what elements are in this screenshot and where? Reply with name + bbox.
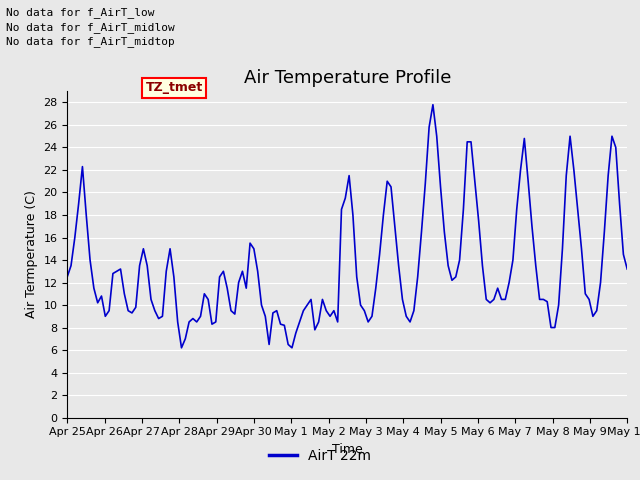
Text: No data for f_AirT_midlow: No data for f_AirT_midlow xyxy=(6,22,175,33)
Text: No data for f_AirT_midtop: No data for f_AirT_midtop xyxy=(6,36,175,47)
X-axis label: Time: Time xyxy=(332,443,363,456)
Text: No data for f_AirT_low: No data for f_AirT_low xyxy=(6,7,155,18)
Text: TZ_tmet: TZ_tmet xyxy=(146,82,203,95)
Legend: AirT 22m: AirT 22m xyxy=(264,443,376,468)
Y-axis label: Air Termperature (C): Air Termperature (C) xyxy=(25,191,38,318)
Title: Air Temperature Profile: Air Temperature Profile xyxy=(243,69,451,87)
